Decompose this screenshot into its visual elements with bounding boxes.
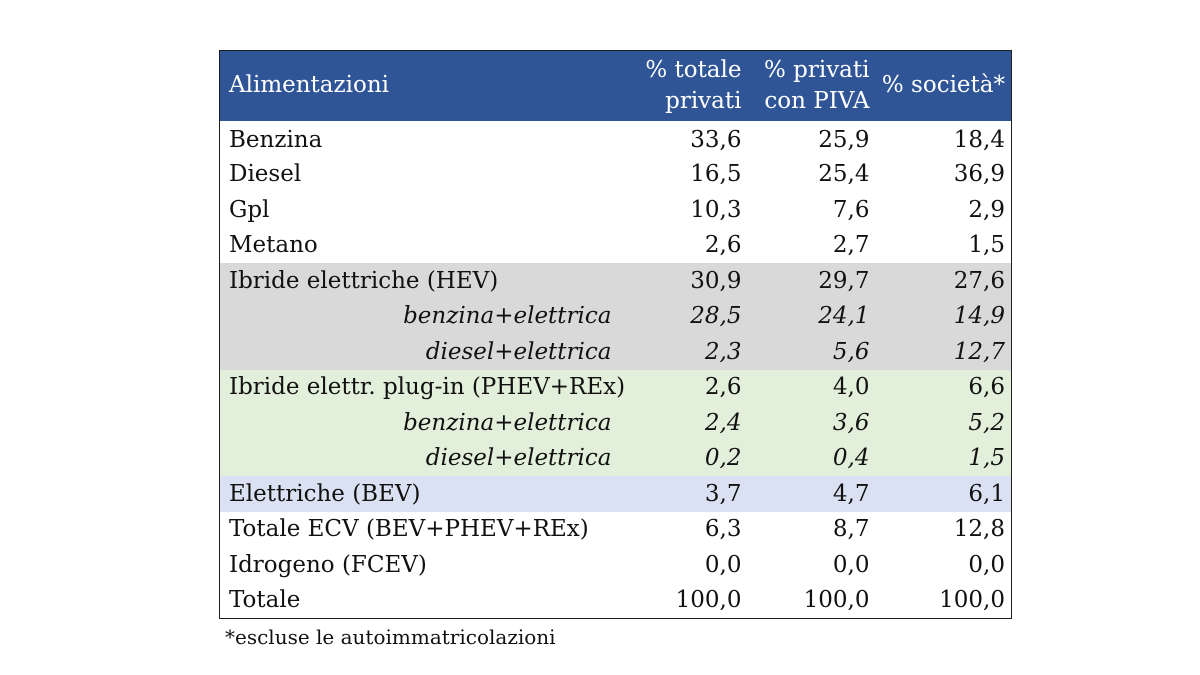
cell-privati-piva: 25,9 [818,126,870,153]
cell-societa: 12,7 [953,338,1005,365]
row-label: Elettriche (BEV) [229,480,421,507]
cell-societa: 14,9 [953,303,1005,330]
header-alimentazioni: Alimentazioni [229,72,390,99]
cell-totale-privati: 2,6 [704,374,742,401]
table-row-phev-sub: diesel+elettrica 0,2 0,4 1,5 [219,440,1012,476]
row-label: Benzina [229,126,323,153]
cell-societa: 5,2 [968,409,1005,436]
header-totale-privati-line1: % totale [645,56,742,83]
cell-privati-piva: 4,0 [832,374,870,401]
cell-totale-privati: 0,2 [704,445,742,472]
header-privati-piva-line1: % privati [763,56,870,83]
header-totale-privati: % totale privati [620,51,748,121]
table-row-bev: Elettriche (BEV) 3,7 4,7 6,1 [219,476,1012,512]
header-societa: % società* [881,72,1005,99]
cell-totale-privati: 16,5 [690,161,742,188]
header-privati-piva-line2: con PIVA [764,87,870,114]
row-label: benzina+elettrica [403,409,612,436]
row-label: benzina+elettrica [403,303,612,330]
row-label: Metano [229,232,318,259]
table-row: Metano 2,6 2,7 1,5 [220,228,1012,264]
cell-privati-piva: 4,7 [832,480,870,507]
table-row: Gpl 10,3 7,6 2,9 [220,192,1012,228]
cell-societa: 100,0 [939,587,1005,613]
cell-totale-privati: 28,5 [690,303,742,330]
cell-privati-piva: 100,0 [803,587,870,613]
row-label: Totale ECV (BEV+PHEV+REx) [229,516,589,543]
cell-privati-piva: 0,4 [832,445,870,472]
cell-privati-piva: 7,6 [832,196,870,223]
table-row-phev: Ibride elettr. plug-in (PHEV+REx) 2,6 4,… [219,369,1012,405]
cell-privati-piva: 25,4 [818,161,870,188]
header-privati-piva: % privati con PIVA [748,51,876,121]
fuel-type-table: Alimentazioni % totale privati % privati… [219,50,1012,619]
table-row-phev-sub: benzina+elettrica 2,4 3,6 5,2 [219,405,1012,441]
row-label: diesel+elettrica [425,338,612,365]
table-row-hev: Ibride elettriche (HEV) 30,9 29,7 27,6 [219,263,1012,299]
cell-societa: 1,5 [968,232,1005,259]
cell-totale-privati: 100,0 [675,587,742,613]
cell-societa: 18,4 [953,126,1005,153]
table-row: Totale ECV (BEV+PHEV+REx) 6,3 8,7 12,8 [220,512,1012,548]
cell-totale-privati: 30,9 [690,267,742,294]
table-row-total: Totale 100,0 100,0 100,0 [220,583,1012,619]
row-label: Idrogeno (FCEV) [229,551,427,578]
table-row: Benzina 33,6 25,9 18,4 [220,121,1012,157]
row-label: Gpl [229,196,270,223]
cell-privati-piva: 2,7 [832,232,870,259]
cell-totale-privati: 6,3 [704,516,742,543]
cell-totale-privati: 3,7 [704,480,742,507]
cell-societa: 36,9 [953,161,1005,188]
cell-societa: 6,6 [968,374,1005,401]
cell-societa: 2,9 [968,196,1005,223]
cell-totale-privati: 10,3 [690,196,742,223]
cell-societa: 12,8 [953,516,1005,543]
cell-totale-privati: 0,0 [704,551,742,578]
cell-privati-piva: 8,7 [832,516,870,543]
row-label: diesel+elettrica [425,445,612,472]
cell-totale-privati: 2,6 [704,232,742,259]
cell-societa: 0,0 [968,551,1005,578]
row-label: Diesel [229,161,302,188]
row-label: Ibride elettriche (HEV) [229,267,499,294]
cell-societa: 27,6 [953,267,1005,294]
table-row-hev-sub: diesel+elettrica 2,3 5,6 12,7 [219,334,1012,370]
cell-privati-piva: 0,0 [832,551,870,578]
cell-privati-piva: 24,1 [818,303,870,330]
cell-privati-piva: 3,6 [832,409,870,436]
row-label: Totale [229,587,301,613]
row-label: Ibride elettr. plug-in (PHEV+REx) [229,374,626,401]
header-totale-privati-line2: privati [665,87,742,114]
cell-totale-privati: 2,3 [704,338,742,365]
cell-privati-piva: 5,6 [832,338,870,365]
cell-totale-privati: 2,4 [704,409,742,436]
fuel-type-table-container: Alimentazioni % totale privati % privati… [219,50,1012,619]
table-row: Diesel 16,5 25,4 36,9 [220,157,1012,193]
table-header-row: Alimentazioni % totale privati % privati… [219,50,1012,121]
cell-societa: 1,5 [968,445,1005,472]
table-row: Idrogeno (FCEV) 0,0 0,0 0,0 [220,547,1012,583]
cell-privati-piva: 29,7 [818,267,870,294]
cell-totale-privati: 33,6 [690,126,742,153]
footnote: *escluse le autoimmatricolazioni [225,625,556,649]
cell-societa: 6,1 [968,480,1005,507]
table-row-hev-sub: benzina+elettrica 28,5 24,1 14,9 [219,298,1012,334]
